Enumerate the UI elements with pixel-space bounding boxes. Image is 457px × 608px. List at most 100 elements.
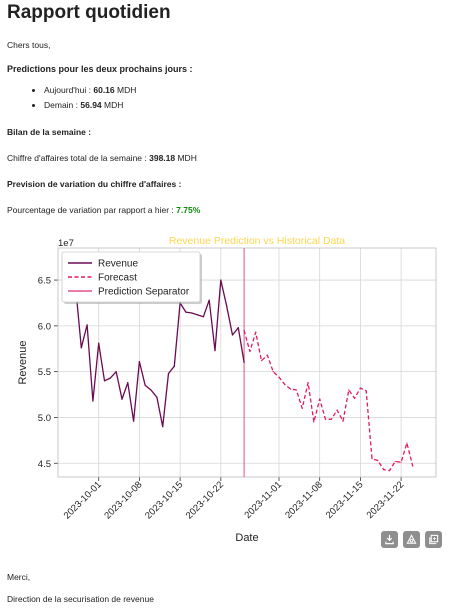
- forecast-point: [400, 461, 402, 463]
- forecast-point: [319, 398, 321, 400]
- prediction-today: Aujourd'hui : 60.16 MDH: [30, 85, 136, 100]
- download-icon: [385, 534, 394, 545]
- revenue-chart: Revenue Prediction vs Historical Data 4.5…: [17, 235, 437, 544]
- today-unit: MDH: [114, 85, 137, 95]
- forecast-point: [383, 469, 385, 471]
- forecast-point: [249, 350, 251, 353]
- image-button[interactable]: [403, 531, 420, 548]
- revenue-point: [86, 324, 88, 326]
- page-title: Rapport quotidien: [7, 2, 171, 23]
- copy-button[interactable]: [425, 531, 442, 548]
- y-axis-label: Revenue: [17, 340, 29, 384]
- x-tick-label: 2023-11-01: [242, 479, 284, 521]
- tomorrow-label: Demain :: [44, 100, 81, 110]
- revenue-point: [214, 349, 216, 352]
- forecast-point: [377, 459, 379, 462]
- revenue-point: [156, 396, 158, 398]
- forecast-point: [365, 390, 367, 392]
- week-total-text: Chiffre d'affaires total de la semaine :…: [7, 153, 197, 163]
- x-tick-label: 2023-10-08: [102, 479, 144, 521]
- forecast-point: [272, 371, 274, 373]
- y-tick-label: 5.0: [38, 413, 51, 424]
- forecast-point: [371, 458, 373, 460]
- download-button[interactable]: [381, 531, 398, 548]
- forecast-point: [348, 389, 350, 391]
- revenue-point: [109, 377, 111, 379]
- week-heading: Bilan de la semaine :: [7, 127, 92, 137]
- y-tick-label: 6.5: [38, 276, 51, 287]
- forecast-point: [301, 407, 303, 409]
- image-icon: [406, 534, 417, 544]
- forecast-point: [278, 376, 280, 378]
- revenue-point: [167, 372, 170, 375]
- tomorrow-value: 56.94: [80, 100, 102, 110]
- variation-heading: Prevision de variation du chiffre d'affa…: [7, 179, 182, 189]
- revenue-point: [115, 371, 117, 373]
- week-label: Chiffre d'affaires total de la semaine :: [7, 153, 150, 163]
- plot-frame: [57, 247, 437, 478]
- x-tick-label: 2023-11-15: [324, 479, 366, 521]
- today-value: 60.16: [93, 85, 115, 95]
- copy-icon: [429, 534, 439, 545]
- x-tick-label: 2023-11-08: [283, 479, 325, 521]
- today-label: Aujourd'hui :: [44, 85, 94, 95]
- x-tick-label: 2023-10-15: [143, 479, 185, 521]
- predictions-list: Aujourd'hui : 60.16 MDH Demain : 56.94 M…: [30, 85, 136, 115]
- revenue-point: [237, 327, 239, 329]
- prediction-tomorrow: Demain : 56.94 MDH: [30, 100, 136, 115]
- forecast-point: [388, 469, 391, 472]
- revenue-point: [196, 314, 199, 316]
- legend-box: [61, 251, 201, 303]
- revenue-point: [138, 360, 141, 363]
- revenue-point: [103, 380, 106, 382]
- revenue-point: [162, 426, 164, 428]
- x-tick-label: 2023-10-22: [184, 479, 226, 521]
- forecast-series-line: [243, 330, 414, 472]
- forecast-point: [394, 460, 396, 463]
- week-value: 398.18: [149, 153, 176, 163]
- variation-label: Pourcentage de variation par rapport a h…: [7, 205, 177, 215]
- revenue-point: [226, 305, 228, 307]
- revenue-point: [191, 312, 193, 314]
- forecast-point: [307, 382, 309, 384]
- revenue-point: [133, 420, 135, 422]
- forecast-point: [284, 383, 286, 386]
- revenue-point: [231, 334, 234, 336]
- variation-text: Pourcentage de variation par rapport a h…: [7, 205, 200, 215]
- revenue-point: [121, 398, 123, 400]
- closing-text: Merci,: [7, 572, 31, 582]
- x-axis-label: Date: [235, 532, 258, 544]
- forecast-point: [324, 418, 327, 420]
- forecast-point: [336, 409, 338, 411]
- revenue-point: [80, 347, 82, 349]
- y-tick-label: 4.5: [38, 459, 51, 470]
- forecast-point: [412, 465, 414, 467]
- legend-label: Prediction Separator: [98, 287, 190, 298]
- variation-value: 7.75%: [176, 205, 201, 215]
- week-unit: MDH: [175, 153, 197, 163]
- x-tick-label: 2023-10-01: [62, 479, 104, 521]
- predictions-heading: Predictions pour les deux prochains jour…: [7, 64, 193, 74]
- revenue-series-line: [74, 279, 245, 428]
- forecast-point: [330, 418, 332, 420]
- forecast-point: [295, 389, 298, 391]
- tomorrow-unit: MDH: [101, 100, 124, 110]
- revenue-point: [173, 365, 175, 367]
- revenue-point: [202, 316, 204, 318]
- forecast-point: [313, 421, 315, 423]
- forecast-point: [353, 397, 356, 399]
- revenue-point: [127, 382, 129, 384]
- revenue-point: [208, 299, 210, 301]
- x-tick-label: 2023-11-22: [365, 479, 407, 521]
- y-tick-label: 5.5: [38, 367, 51, 378]
- revenue-point: [220, 279, 222, 281]
- revenue-point: [98, 342, 100, 344]
- revenue-point: [243, 361, 245, 364]
- forecast-point: [260, 360, 263, 362]
- greeting-text: Chers tous,: [7, 40, 51, 50]
- revenue-point: [92, 400, 94, 402]
- chart-title: Revenue Prediction vs Historical Data: [169, 235, 345, 247]
- forecast-point: [243, 329, 245, 332]
- forecast-point: [342, 420, 344, 422]
- forecast-point: [290, 388, 292, 390]
